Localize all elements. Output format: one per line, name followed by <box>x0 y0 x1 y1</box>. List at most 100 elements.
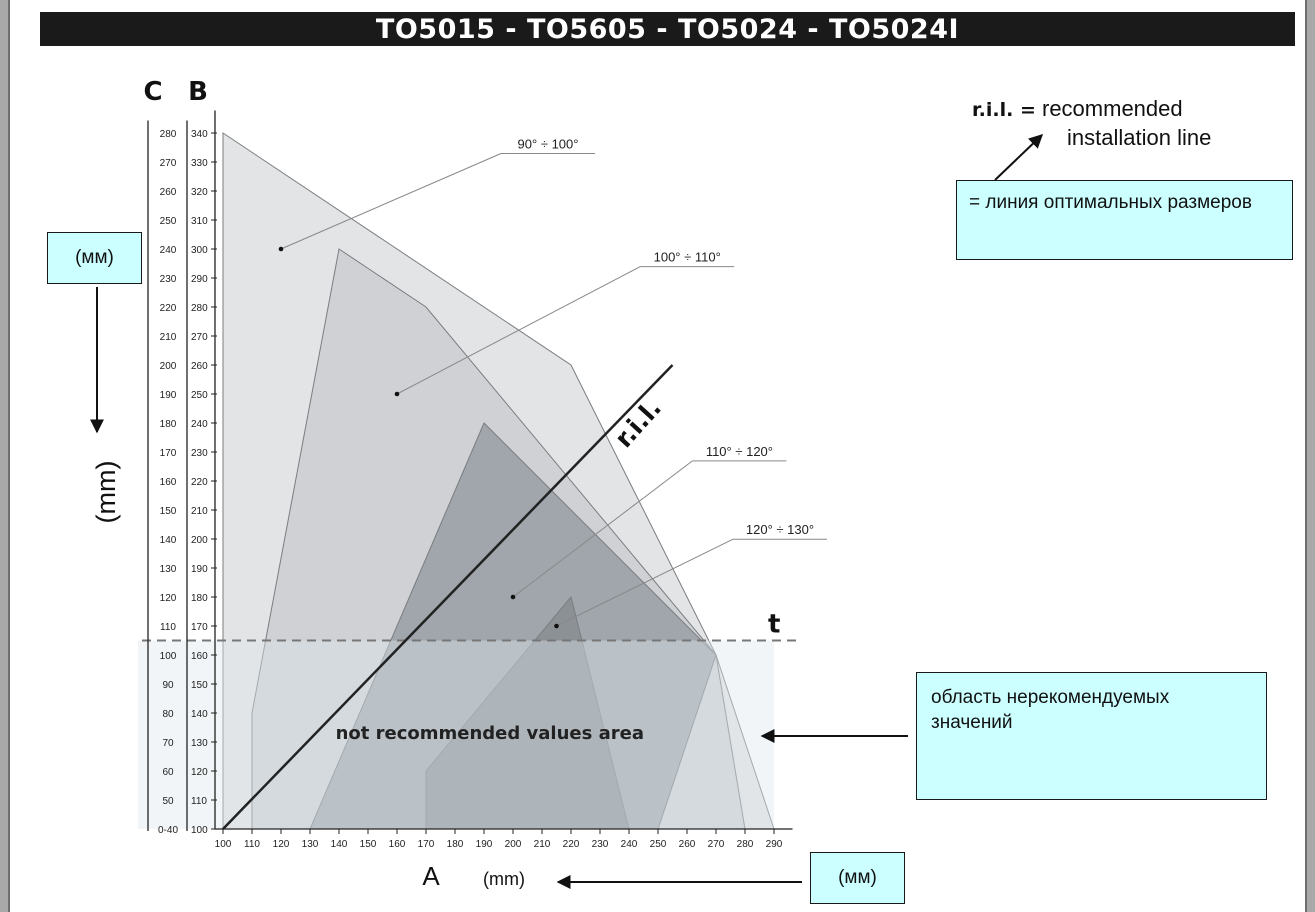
leaders-layer: 90° ÷ 100° 100° ÷ 110° 110° ÷ 120° 120° ÷ 1… <box>278 137 827 629</box>
c-tick-label: 70 <box>162 738 174 749</box>
x-tick-label: 280 <box>737 839 754 850</box>
ril-ru-note: = линия оптимальных размеров <box>956 180 1293 260</box>
c-tick-label: 180 <box>160 419 177 430</box>
b-tick-label: 180 <box>191 593 208 604</box>
b-tick-label: 320 <box>191 187 208 198</box>
x-tick-label: 200 <box>505 839 522 850</box>
regions-layer <box>222 132 775 830</box>
c-tick-label: 0-40 <box>158 825 178 836</box>
x-tick-label: 140 <box>331 839 348 850</box>
not-recommended-label: not recommended values area <box>336 723 644 744</box>
angle-diagram: not recommended values area t r.i.l. 90°… <box>90 77 1044 891</box>
x-unit-label: (mm) <box>483 869 525 889</box>
leader-line-4 <box>556 538 734 627</box>
c-tick-label: 270 <box>160 158 177 169</box>
region-label-3: 110° ÷ 120° <box>706 444 773 459</box>
ril-label: r.i.l. <box>609 393 667 453</box>
b-tick-label: 290 <box>191 274 208 285</box>
x-tick-label: 180 <box>447 839 464 850</box>
b-tick-label: 100 <box>191 825 208 836</box>
leader-line-2 <box>396 266 641 395</box>
x-tick-label: 100 <box>215 839 232 850</box>
ril-legend: r.i.l. = recommended installation line <box>972 95 1211 151</box>
x-tick-label: 240 <box>621 839 638 850</box>
b-tick-label: 120 <box>191 767 208 778</box>
ril-legend-line1: recommended <box>1042 96 1183 121</box>
arrow-ril-ru <box>994 134 1044 181</box>
c-tick-label: 140 <box>160 535 177 546</box>
x-tick-label: 150 <box>360 839 377 850</box>
b-tick-label: 150 <box>191 680 208 691</box>
b-tick-label: 310 <box>191 216 208 227</box>
c-tick-label: 130 <box>160 564 177 575</box>
leader-line-1 <box>280 153 502 250</box>
region-marker-3 <box>510 594 516 600</box>
c-tick-label: 60 <box>162 767 174 778</box>
c-tick-label: 210 <box>160 332 177 343</box>
b-tick-label: 300 <box>191 245 208 256</box>
x-tick-label: 110 <box>244 839 260 850</box>
b-tick-label: 340 <box>191 129 208 140</box>
b-tick-label: 170 <box>191 622 208 633</box>
ril-legend-abbr: r.i.l. = <box>972 99 1036 121</box>
region-marker-2 <box>394 391 400 397</box>
x-tick-label: 270 <box>708 839 725 850</box>
annotation-arrows-layer <box>90 134 1044 889</box>
x-tick-label: 250 <box>650 839 667 850</box>
c-tick-label: 100 <box>160 651 177 662</box>
b-tick-label: 240 <box>191 419 208 430</box>
x-tick-label: 160 <box>389 839 406 850</box>
x-tick-label: 210 <box>534 839 551 850</box>
ril-legend-line2: installation line <box>1067 125 1212 150</box>
page-title: TO5015 - TO5605 - TO5024 - TO5024I <box>40 12 1295 46</box>
c-tick-label: 280 <box>160 129 177 140</box>
threshold-layer: t <box>142 610 800 642</box>
leader-line-3 <box>512 460 693 598</box>
region-marker-1 <box>278 246 284 252</box>
b-tick-label: 190 <box>191 564 208 575</box>
y-unit-label: (mm) <box>91 461 121 524</box>
c-tick-label: 260 <box>160 187 177 198</box>
ril-line <box>222 364 674 830</box>
x-tick-label: 260 <box>679 839 696 850</box>
b-tick-label: 160 <box>191 651 208 662</box>
c-tick-label: 120 <box>160 593 177 604</box>
document-page: TO5015 - TO5605 - TO5024 - TO5024I not r… <box>8 0 1307 912</box>
x-tick-label: 130 <box>302 839 319 850</box>
mm-left-note: (мм) <box>47 232 142 284</box>
region-label-4: 120° ÷ 130° <box>746 522 814 537</box>
b-axis-title: B <box>188 77 208 107</box>
c-tick-label: 50 <box>162 796 174 807</box>
x-tick-label: 290 <box>766 839 783 850</box>
not-recommended-overlay <box>138 640 774 829</box>
b-tick-label: 130 <box>191 738 208 749</box>
x-tick-label: 170 <box>418 839 435 850</box>
b-tick-label: 220 <box>191 477 208 488</box>
c-tick-label: 200 <box>160 361 177 372</box>
b-tick-label: 230 <box>191 448 208 459</box>
c-tick-label: 240 <box>160 245 177 256</box>
c-tick-label: 250 <box>160 216 177 227</box>
mm-bottom-note: (мм) <box>810 852 905 904</box>
b-tick-label: 250 <box>191 390 208 401</box>
c-tick-label: 220 <box>160 303 177 314</box>
c-tick-label: 190 <box>160 390 177 401</box>
b-tick-label: 110 <box>191 796 207 807</box>
x-axis-title: A <box>422 861 440 891</box>
b-tick-label: 210 <box>191 506 208 517</box>
b-tick-label: 140 <box>191 709 208 720</box>
region-marker-4 <box>554 623 559 629</box>
c-tick-label: 230 <box>160 274 177 285</box>
c-tick-label: 110 <box>160 622 176 633</box>
b-tick-label: 270 <box>191 332 208 343</box>
area-ru-note: область нерекомендуемых значений <box>916 672 1267 800</box>
b-tick-label: 280 <box>191 303 208 314</box>
b-tick-label: 330 <box>191 158 208 169</box>
x-tick-label: 230 <box>592 839 609 850</box>
threshold-label: t <box>768 610 780 640</box>
c-tick-label: 80 <box>162 709 174 720</box>
b-tick-label: 200 <box>191 535 208 546</box>
x-tick-label: 120 <box>273 839 290 850</box>
b-tick-label: 260 <box>191 361 208 372</box>
c-tick-label: 170 <box>160 448 177 459</box>
